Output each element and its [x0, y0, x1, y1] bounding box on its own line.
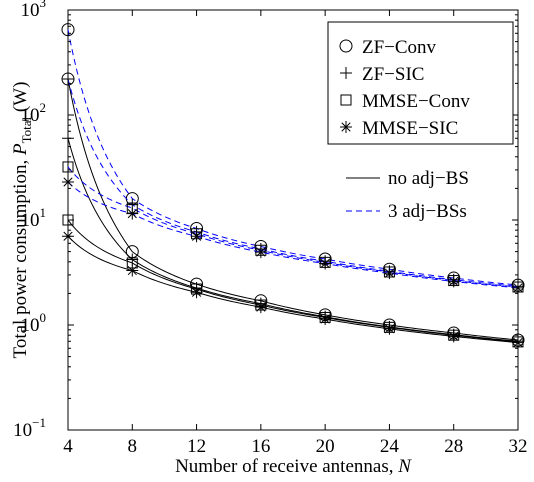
x-tick-label: 16	[251, 436, 270, 457]
legend-marker-label: MMSE−Conv	[362, 91, 470, 112]
y-tick-exponent: 1	[40, 205, 47, 220]
data-point-shape	[254, 301, 267, 314]
data-point	[512, 336, 524, 349]
x-tick-label: 4	[63, 436, 73, 457]
legend-markers-box	[327, 21, 514, 145]
data-point	[190, 230, 203, 243]
legend-marker-entry: ZF−SIC	[340, 64, 424, 85]
legend-line-label: no adj−BS	[388, 168, 469, 189]
legend-marker-symbol-shape	[340, 67, 352, 79]
legend-marker-entry: MMSE−Conv	[340, 91, 470, 112]
x-tick-label: 20	[316, 436, 335, 457]
legend-marker-label: ZF−Conv	[362, 37, 437, 58]
legend-marker-label: MMSE−SIC	[362, 118, 458, 139]
data-point	[319, 257, 332, 270]
data-point	[447, 275, 460, 288]
legend-marker-entry: MMSE−SIC	[340, 118, 458, 139]
series-7	[62, 176, 524, 294]
y-tick-label: 101	[21, 205, 47, 231]
x-tick-label: 24	[380, 436, 400, 457]
legend-marker-symbol-shape	[339, 39, 353, 53]
data-point	[126, 253, 139, 266]
svg-text:Number of receive antennas, N: Number of receive antennas, N	[175, 456, 412, 477]
data-point	[126, 264, 139, 277]
data-point-shape	[190, 230, 203, 243]
data-point-shape	[512, 281, 524, 294]
legend-line-entry: 3 adj−BSs	[346, 201, 467, 222]
y-axis-title-symbol: P	[10, 143, 31, 156]
data-point-shape	[383, 322, 396, 335]
legend-marker-symbol	[340, 121, 352, 133]
x-tick-label: 12	[187, 436, 206, 457]
x-axis-title: Number of receive antennas, N	[175, 456, 412, 477]
series-layer	[61, 23, 525, 349]
y-axis-title-unit: (W)	[10, 82, 31, 117]
data-point-shape	[319, 313, 332, 326]
x-tick-label: 32	[509, 436, 528, 457]
y-tick-exponent: 0	[40, 310, 47, 325]
y-axis-title-text: Total power consumption,	[10, 155, 31, 358]
svg-text:Total power consumption, PTota: Total power consumption, PTotal (W)	[10, 82, 34, 359]
legend-marker-symbol-shape	[340, 94, 352, 106]
data-point-shape	[62, 161, 74, 173]
series-line	[67, 78, 519, 341]
data-point-shape	[447, 330, 460, 343]
legend-lines-items: no adj−BS 3 adj−BSs	[346, 168, 469, 222]
series-line	[67, 219, 519, 343]
series-3	[62, 230, 524, 349]
series-line	[67, 29, 519, 286]
legend-marker-symbol	[340, 94, 352, 106]
data-point-shape	[126, 207, 139, 220]
data-point	[62, 161, 74, 173]
data-point-shape	[512, 336, 524, 349]
y-tick-label: 10−1	[13, 415, 46, 441]
series-line	[67, 181, 519, 289]
x-tick-label: 28	[444, 436, 463, 457]
legend-markers: ZF−Conv ZF−SIC MMSE−Conv MMSE−SIC	[327, 21, 514, 145]
y-axis-title: Total power consumption, PTotal (W)	[10, 82, 34, 359]
data-point	[190, 286, 203, 299]
y-tick-exponent: −1	[32, 415, 46, 430]
series-line	[67, 138, 519, 342]
legend-marker-symbol	[339, 39, 353, 53]
x-tick-label: 8	[128, 436, 138, 457]
data-point-shape	[254, 246, 267, 259]
data-point	[126, 207, 139, 220]
y-tick-exponent: 2	[40, 100, 47, 115]
data-point	[383, 322, 396, 335]
legend-marker-label: ZF−SIC	[362, 64, 424, 85]
data-point	[254, 301, 267, 314]
data-point	[62, 176, 74, 189]
data-point-shape	[126, 253, 139, 266]
data-point	[512, 281, 524, 294]
data-point	[383, 267, 396, 280]
legend-markers-items: ZF−Conv ZF−SIC MMSE−Conv MMSE−SIC	[339, 37, 470, 139]
data-point-shape	[62, 176, 74, 189]
data-point-shape	[126, 264, 139, 277]
y-tick-label: 103	[21, 0, 47, 21]
legend-marker-symbol-shape	[340, 121, 352, 133]
legend-line-label: 3 adj−BSs	[388, 201, 467, 222]
legend-line-entry: no adj−BS	[346, 168, 469, 189]
data-point	[447, 330, 460, 343]
data-point	[61, 23, 75, 37]
data-point-shape	[319, 257, 332, 270]
series-line	[67, 235, 519, 344]
data-point-shape	[61, 23, 75, 37]
y-axis-title-subscript: Total	[19, 117, 34, 144]
x-axis-title-text: Number of receive antennas,	[175, 456, 398, 477]
data-point-shape	[383, 267, 396, 280]
x-axis-title-symbol: N	[397, 456, 412, 477]
series-line	[67, 78, 519, 287]
data-point	[254, 246, 267, 259]
data-point-shape	[447, 275, 460, 288]
legend-marker-entry: ZF−Conv	[339, 37, 437, 58]
legend-marker-symbol	[340, 67, 352, 79]
y-tick-exponent: 3	[40, 0, 47, 10]
data-point-shape	[190, 286, 203, 299]
series-1	[62, 132, 524, 348]
data-point	[319, 313, 332, 326]
legend-lines: no adj−BS 3 adj−BSs	[346, 168, 469, 222]
